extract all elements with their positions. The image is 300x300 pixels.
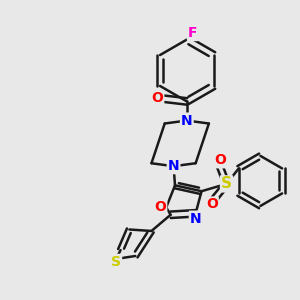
Text: N: N — [181, 114, 193, 128]
Text: S: S — [111, 255, 121, 269]
Text: N: N — [190, 212, 202, 226]
Text: O: O — [154, 200, 166, 214]
Text: F: F — [188, 26, 197, 40]
Text: N: N — [168, 159, 179, 173]
Text: O: O — [206, 197, 218, 212]
Text: O: O — [215, 153, 226, 167]
Text: O: O — [152, 92, 163, 106]
Text: S: S — [221, 176, 232, 191]
